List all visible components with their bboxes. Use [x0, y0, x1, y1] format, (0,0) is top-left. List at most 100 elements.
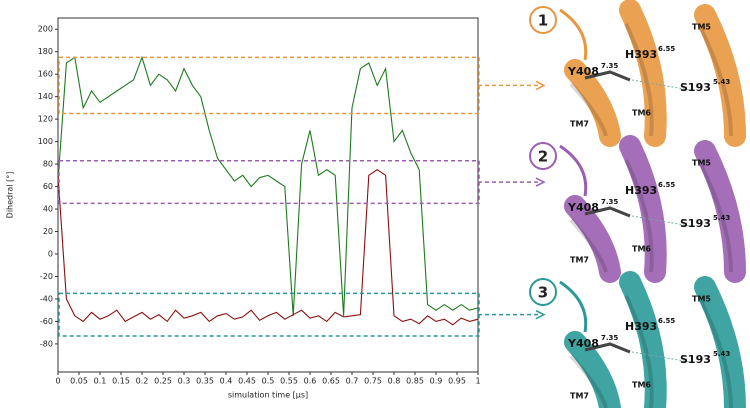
helix-label: TM5 — [692, 295, 711, 304]
y-tick-label: 40 — [43, 205, 53, 214]
helix-label: TM5 — [692, 159, 711, 168]
residue-superscript: 6.55 — [658, 181, 675, 189]
x-tick-label: 0.95 — [448, 377, 466, 386]
loop — [559, 8, 588, 61]
loop — [559, 280, 588, 333]
residue-label: Y408 — [567, 337, 599, 350]
region-badge — [529, 142, 557, 170]
residue-superscript: 5.43 — [713, 214, 730, 222]
helix-stripe — [569, 218, 608, 273]
x-tick-label: 0.35 — [196, 377, 214, 386]
x-tick-label: 0.25 — [154, 377, 172, 386]
helix-label: TM5 — [692, 23, 711, 32]
x-tick-label: 0.65 — [322, 377, 340, 386]
residue-label: S193 — [680, 81, 711, 94]
helix — [619, 0, 667, 147]
y-tick-label: 120 — [38, 115, 53, 124]
helix — [564, 59, 621, 147]
series-line — [57, 169, 479, 326]
helix — [564, 195, 621, 283]
y-tick-label: -60 — [40, 317, 53, 326]
side-chain — [584, 70, 631, 82]
y-tick-label: 140 — [38, 92, 53, 101]
region-label: 1 — [538, 12, 548, 30]
structure-panel: 3 Y408 7.35 H393 6.55 S193 5.43 TM5 TM6 TM7 — [529, 271, 746, 408]
residue-superscript: 6.55 — [658, 45, 675, 53]
helix-label: TM6 — [632, 109, 651, 118]
y-tick-label: 180 — [38, 47, 53, 56]
x-tick-label: 0.8 — [388, 377, 401, 386]
region-badge — [529, 6, 557, 34]
region-label: 2 — [538, 148, 548, 166]
helix-stripe — [699, 28, 733, 137]
residue-label: H393 — [625, 184, 657, 197]
y-tick-label: 60 — [43, 182, 53, 191]
x-tick-label: 1 — [475, 377, 480, 386]
residue-label: S193 — [680, 353, 711, 366]
helix-stripe — [699, 164, 733, 273]
x-tick-label: 0.45 — [238, 377, 256, 386]
y-tick-label: 160 — [38, 70, 53, 79]
x-tick-label: 0.55 — [280, 377, 298, 386]
x-tick-label: 0.6 — [304, 377, 317, 386]
y-tick-label: -40 — [40, 294, 53, 303]
arrow-head — [535, 310, 546, 320]
x-tick-label: 0.2 — [136, 377, 149, 386]
y-tick-label: 0 — [48, 250, 53, 259]
helix-label: TM6 — [632, 381, 651, 390]
helix — [694, 276, 746, 408]
h-bond — [631, 215, 691, 227]
arrow-head — [535, 177, 546, 187]
helix-label: TM7 — [570, 120, 589, 129]
plot-frame — [57, 17, 479, 373]
helix — [619, 135, 667, 283]
region-box — [58, 159, 480, 205]
helix — [564, 331, 621, 408]
region-badge — [529, 278, 557, 306]
residue-superscript: 5.43 — [713, 78, 730, 86]
y-tick-label: 200 — [38, 25, 53, 34]
x-tick-label: 0.9 — [430, 377, 443, 386]
y-tick-label: 20 — [43, 227, 53, 236]
y-tick-label: -80 — [40, 339, 53, 348]
h-bond — [631, 79, 691, 91]
region-label: 3 — [538, 284, 548, 302]
helix-stripe — [624, 23, 654, 137]
residue-superscript: 6.55 — [658, 317, 675, 325]
series-line — [57, 55, 479, 316]
loop — [559, 144, 588, 197]
x-tick-label: 0.4 — [220, 377, 233, 386]
helix-stripe — [624, 159, 654, 273]
residue-label: S193 — [680, 217, 711, 230]
helix — [694, 4, 746, 147]
x-tick-label: 0.15 — [112, 377, 130, 386]
side-chain — [584, 206, 631, 218]
y-axis-label: Dihedral [°] — [6, 172, 15, 219]
residue-superscript: 7.35 — [601, 62, 618, 70]
helix-stripe — [569, 82, 608, 137]
x-tick-label: 0.7 — [346, 377, 359, 386]
x-tick-label: 0 — [55, 377, 60, 386]
residue-label: Y408 — [567, 201, 599, 214]
helix-stripe — [569, 354, 608, 408]
structure-panel: 1 Y408 7.35 H393 6.55 S193 5.43 TM5 TM6 TM7 — [529, 0, 746, 147]
residue-label: Y408 — [567, 65, 599, 78]
residue-label: H393 — [625, 48, 657, 61]
y-tick-label: 80 — [43, 160, 53, 169]
x-tick-label: 0.3 — [178, 377, 191, 386]
side-chain — [584, 342, 631, 354]
y-tick-label: 100 — [38, 137, 53, 146]
x-tick-label: 0.5 — [262, 377, 275, 386]
residue-label: H393 — [625, 320, 657, 333]
y-tick-label: -20 — [40, 272, 53, 281]
helix-label: TM7 — [570, 392, 589, 401]
x-tick-label: 0.85 — [406, 377, 424, 386]
helix — [619, 271, 667, 408]
residue-superscript: 5.43 — [713, 350, 730, 358]
x-tick-label: 0.1 — [94, 377, 107, 386]
residue-superscript: 7.35 — [601, 334, 618, 342]
residue-superscript: 7.35 — [601, 198, 618, 206]
structure-panel: 2 Y408 7.35 H393 6.55 S193 5.43 TM5 TM6 TM7 — [529, 135, 746, 283]
